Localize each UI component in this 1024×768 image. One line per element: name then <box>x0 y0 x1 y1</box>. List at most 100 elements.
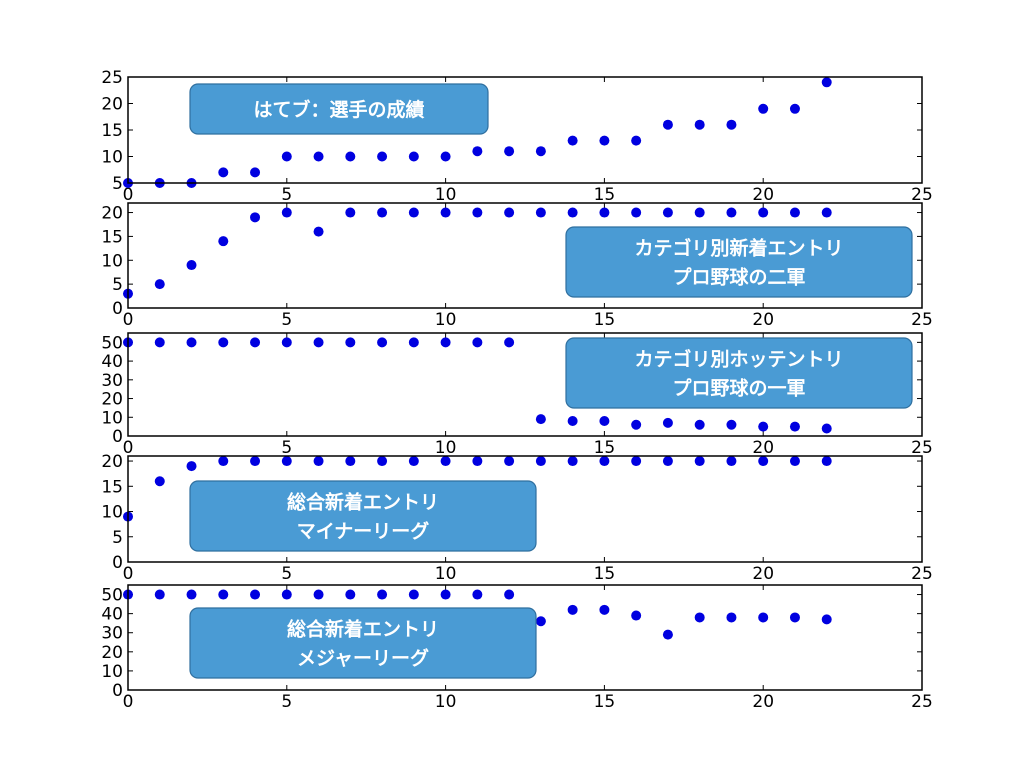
x-tick-label: 20 <box>752 438 774 458</box>
data-point <box>726 207 737 218</box>
data-point <box>377 151 388 162</box>
x-tick-label: 25 <box>911 564 933 584</box>
data-point <box>281 207 292 218</box>
y-tick-label: 20 <box>101 452 123 472</box>
data-point <box>345 151 356 162</box>
annotation-box <box>189 83 489 135</box>
data-point <box>408 456 419 467</box>
data-point <box>281 589 292 600</box>
annotation-box <box>189 607 537 679</box>
data-point <box>631 135 642 146</box>
y-tick-label: 40 <box>101 605 123 625</box>
x-tick-label: 15 <box>594 185 616 205</box>
y-tick-label: 20 <box>101 204 123 224</box>
data-point <box>186 337 197 348</box>
x-tick-label: 5 <box>281 310 292 330</box>
data-point <box>408 589 419 600</box>
data-point <box>567 207 578 218</box>
x-tick-label: 5 <box>281 438 292 458</box>
data-point <box>599 604 610 615</box>
x-tick-label: 25 <box>911 185 933 205</box>
x-tick-label: 25 <box>911 310 933 330</box>
data-point <box>218 456 229 467</box>
data-point <box>535 146 546 157</box>
data-point <box>631 610 642 621</box>
data-point <box>726 119 737 130</box>
y-tick-label: 15 <box>101 121 123 141</box>
axes-frame <box>127 76 923 184</box>
y-tick-label: 20 <box>101 390 123 410</box>
annotation-text: プロ野球の一軍 <box>672 377 805 400</box>
data-point <box>758 421 769 432</box>
data-point <box>313 456 324 467</box>
x-tick-label: 20 <box>752 310 774 330</box>
x-tick-label: 20 <box>752 692 774 712</box>
data-point <box>758 612 769 623</box>
data-point <box>281 151 292 162</box>
data-point <box>154 279 165 290</box>
data-point <box>377 337 388 348</box>
y-tick-label: 0 <box>112 681 123 701</box>
annotation-text: はてブ：選手の成績 <box>253 98 424 121</box>
data-point <box>408 207 419 218</box>
data-point <box>504 146 515 157</box>
data-point <box>250 337 261 348</box>
data-point <box>694 119 705 130</box>
data-point <box>345 456 356 467</box>
axes-frame <box>127 202 923 309</box>
data-point <box>186 589 197 600</box>
data-point <box>567 416 578 427</box>
data-point <box>186 461 197 472</box>
axes-frame <box>127 332 923 437</box>
data-point <box>694 456 705 467</box>
y-tick-label: 20 <box>101 95 123 115</box>
data-point <box>472 146 483 157</box>
data-point <box>535 456 546 467</box>
data-point <box>440 456 451 467</box>
data-point <box>821 614 832 625</box>
data-point <box>472 337 483 348</box>
data-point <box>218 167 229 178</box>
data-point <box>377 207 388 218</box>
data-point <box>599 207 610 218</box>
data-point <box>250 456 261 467</box>
y-tick-label: 25 <box>101 68 123 88</box>
x-tick-label: 15 <box>594 564 616 584</box>
y-tick-label: 10 <box>101 503 123 523</box>
x-tick-label: 5 <box>281 564 292 584</box>
data-point <box>535 414 546 425</box>
data-point <box>281 337 292 348</box>
annotation-box <box>565 226 913 298</box>
data-point <box>154 337 165 348</box>
annotation-text: マイナーリーグ <box>297 520 430 543</box>
data-point <box>631 207 642 218</box>
data-point <box>472 589 483 600</box>
annotation-text: 総合新着エントリ <box>287 618 439 641</box>
data-point <box>662 119 673 130</box>
data-point <box>758 103 769 114</box>
data-point <box>789 207 800 218</box>
data-point <box>631 419 642 430</box>
data-point <box>662 629 673 640</box>
data-point <box>250 589 261 600</box>
data-point <box>345 207 356 218</box>
y-tick-label: 30 <box>101 624 123 644</box>
data-point <box>313 589 324 600</box>
data-point <box>821 456 832 467</box>
data-point <box>250 167 261 178</box>
y-tick-label: 5 <box>112 528 123 548</box>
data-point <box>377 589 388 600</box>
y-tick-label: 15 <box>101 477 123 497</box>
data-point <box>440 337 451 348</box>
data-point <box>567 604 578 615</box>
data-point <box>567 135 578 146</box>
data-point <box>281 456 292 467</box>
data-point <box>313 337 324 348</box>
data-point <box>313 151 324 162</box>
data-point <box>599 416 610 427</box>
annotation-box <box>189 480 537 552</box>
annotation-box <box>565 337 913 409</box>
data-point <box>408 337 419 348</box>
data-point <box>345 337 356 348</box>
